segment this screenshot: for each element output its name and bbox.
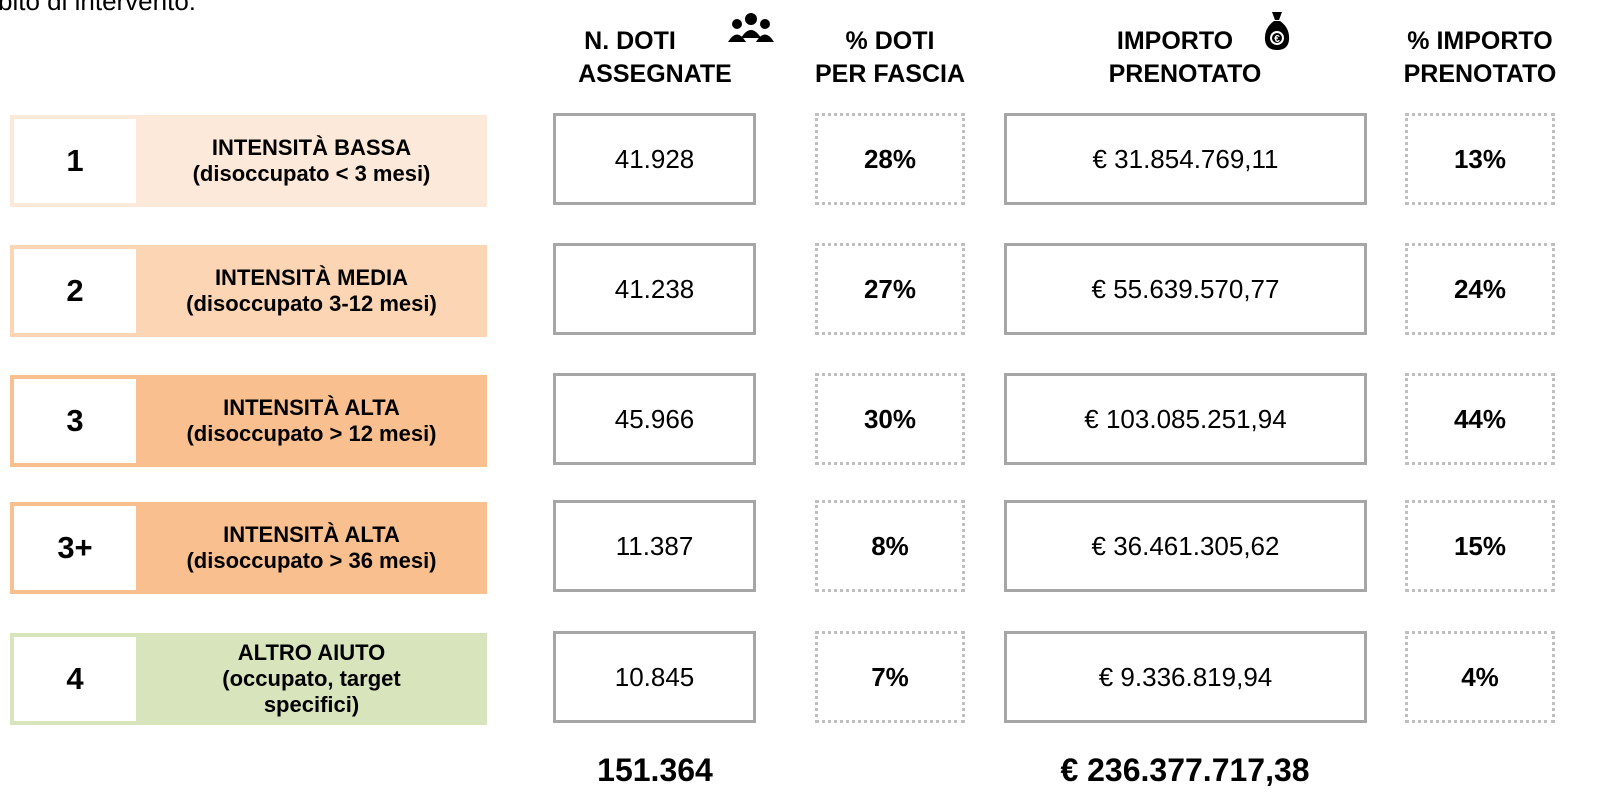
caption: bito di intervento:	[0, 0, 197, 16]
doti-cell: 10.845	[553, 631, 756, 723]
pct-doti-cell: 28%	[815, 113, 965, 205]
doti-cell: 45.966	[553, 373, 756, 465]
pct-importo-cell: 15%	[1405, 500, 1555, 592]
doti-cell: 41.238	[553, 243, 756, 335]
column-header: % IMPORTO PRENOTATO	[1350, 25, 1604, 91]
doti-cell: 41.928	[553, 113, 756, 205]
importo-cell: € 31.854.769,11	[1004, 113, 1367, 205]
doti-cell: 11.387	[553, 500, 756, 592]
row-number: 3	[14, 379, 136, 463]
total-doti: 151.364	[597, 752, 713, 788]
title: ALTRO AIUTO	[237, 640, 386, 665]
pct-doti-cell: 30%	[815, 373, 965, 465]
column-header: % DOTI PER FASCIA	[760, 25, 1020, 91]
row-number: 1	[14, 119, 136, 203]
title: INTENSITÀ ALTA	[223, 522, 400, 547]
header-line: IMPORTO	[1116, 27, 1234, 55]
header-line: PER FASCIA	[814, 60, 966, 88]
importo-cell: € 103.085.251,94	[1004, 373, 1367, 465]
pct-doti-cell: 8%	[815, 500, 965, 592]
column-header: IMPORTO PRENOTATO	[1055, 25, 1315, 91]
header-line: PRENOTATO	[1108, 60, 1262, 88]
row-title: INTENSITÀ BASSA (disoccupato < 3 mesi)	[136, 115, 487, 207]
subtitle: (occupato, target specifici)	[222, 666, 401, 717]
pct-doti-cell: 27%	[815, 243, 965, 335]
subtitle: (disoccupato > 12 mesi)	[186, 421, 437, 446]
importo-cell: € 36.461.305,62	[1004, 500, 1367, 592]
pct-importo-cell: 4%	[1405, 631, 1555, 723]
row-number: 3+	[14, 506, 136, 590]
row-number: 2	[14, 249, 136, 333]
subtitle: (disoccupato > 36 mesi)	[186, 548, 437, 573]
pct-importo-cell: 13%	[1405, 113, 1555, 205]
header-line: % DOTI	[845, 27, 935, 55]
title: INTENSITÀ ALTA	[223, 395, 400, 420]
subtitle: (disoccupato < 3 mesi)	[192, 161, 431, 186]
header-line: % IMPORTO	[1407, 27, 1553, 55]
row-label: 1 INTENSITÀ BASSA (disoccupato < 3 mesi)	[10, 115, 487, 207]
row-number: 4	[14, 637, 136, 721]
total-importo: € 236.377.717,38	[1060, 752, 1310, 788]
row-title: INTENSITÀ ALTA (disoccupato > 36 mesi)	[136, 502, 487, 594]
title: INTENSITÀ MEDIA	[214, 265, 409, 290]
importo-cell: € 9.336.819,94	[1004, 631, 1367, 723]
header-line: N. DOTI	[584, 27, 676, 55]
money-bag-icon: €	[1264, 12, 1290, 50]
subtitle: (disoccupato 3-12 mesi)	[186, 291, 437, 316]
header-line: PRENOTATO	[1403, 60, 1557, 88]
svg-text:€: €	[1274, 34, 1280, 45]
row-label: 4 ALTRO AIUTO (occupato, target specifici)	[10, 633, 487, 725]
title: INTENSITÀ BASSA	[211, 135, 412, 160]
pct-doti-cell: 7%	[815, 631, 965, 723]
importo-cell: € 55.639.570,77	[1004, 243, 1367, 335]
header-line: ASSEGNATE	[578, 60, 732, 88]
row-title: INTENSITÀ MEDIA (disoccupato 3-12 mesi)	[136, 245, 487, 337]
row-label: 2 INTENSITÀ MEDIA (disoccupato 3-12 mesi)	[10, 245, 487, 337]
row-title: INTENSITÀ ALTA (disoccupato > 12 mesi)	[136, 375, 487, 467]
row-title: ALTRO AIUTO (occupato, target specifici)	[136, 633, 487, 725]
people-icon	[728, 13, 774, 42]
row-label: 3+ INTENSITÀ ALTA (disoccupato > 36 mesi)	[10, 502, 487, 594]
pct-importo-cell: 24%	[1405, 243, 1555, 335]
row-label: 3 INTENSITÀ ALTA (disoccupato > 12 mesi)	[10, 375, 487, 467]
column-header: N. DOTI ASSEGNATE	[525, 25, 785, 91]
pct-importo-cell: 44%	[1405, 373, 1555, 465]
